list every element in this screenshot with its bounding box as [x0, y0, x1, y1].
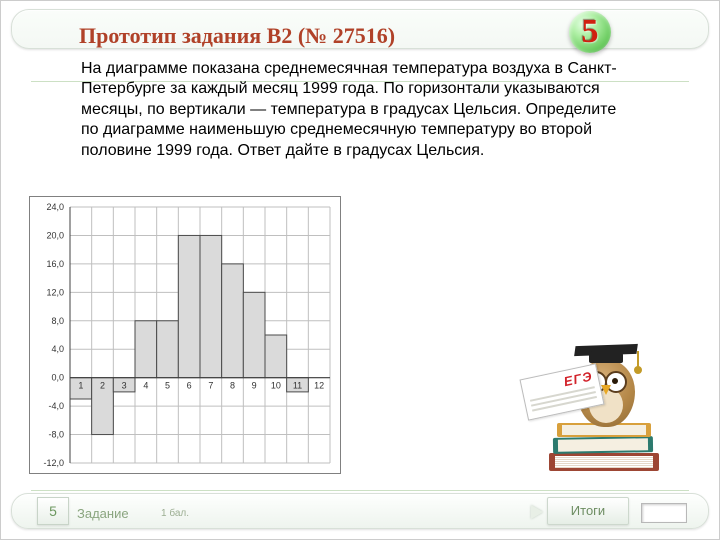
svg-text:2: 2: [100, 381, 105, 391]
slide: Прототип задания B2 (№ 27516) 5 На диагр…: [0, 0, 720, 540]
separator-bottom: [31, 490, 689, 491]
points-label: 1 бал.: [161, 508, 189, 519]
svg-text:3: 3: [122, 381, 127, 391]
answer-input[interactable]: [641, 503, 687, 523]
chart-svg: -12,0-8,0-4,00,04,08,012,016,020,024,012…: [30, 197, 340, 473]
svg-text:12: 12: [314, 381, 324, 391]
task-number-box: 5: [37, 497, 69, 525]
svg-text:-4,0: -4,0: [48, 401, 64, 411]
svg-text:7: 7: [208, 381, 213, 391]
svg-text:8,0: 8,0: [51, 316, 64, 326]
svg-text:0,0: 0,0: [51, 373, 64, 383]
badge-number-text: 5: [569, 11, 611, 52]
svg-text:-12,0: -12,0: [43, 458, 64, 468]
next-arrow-icon: [531, 505, 543, 519]
svg-text:4: 4: [143, 381, 148, 391]
svg-text:20,0: 20,0: [46, 230, 64, 240]
badge-number: 5: [569, 11, 611, 53]
svg-text:10: 10: [271, 381, 281, 391]
svg-text:16,0: 16,0: [46, 259, 64, 269]
mascot-illustration: ЕГЭ: [531, 301, 681, 471]
svg-text:12,0: 12,0: [46, 287, 64, 297]
book-1: [549, 453, 659, 471]
book-2: [553, 436, 653, 454]
results-button[interactable]: Итоги: [547, 497, 629, 525]
svg-text:11: 11: [293, 381, 302, 391]
svg-text:8: 8: [230, 381, 235, 391]
svg-text:1: 1: [78, 381, 83, 391]
page-title: Прототип задания B2 (№ 27516): [79, 23, 395, 49]
svg-text:24,0: 24,0: [46, 202, 64, 212]
graduation-cap-icon: [575, 349, 637, 363]
svg-text:-8,0: -8,0: [48, 430, 64, 440]
svg-text:4,0: 4,0: [51, 344, 64, 354]
problem-text: На диаграмме показана среднемесячная тем…: [81, 59, 621, 161]
svg-text:9: 9: [252, 381, 257, 391]
owl-beak: [601, 385, 611, 395]
svg-text:5: 5: [165, 381, 170, 391]
temperature-chart: -12,0-8,0-4,00,04,08,012,016,020,024,012…: [29, 196, 341, 474]
svg-text:6: 6: [187, 381, 192, 391]
task-label: Задание: [77, 506, 129, 521]
